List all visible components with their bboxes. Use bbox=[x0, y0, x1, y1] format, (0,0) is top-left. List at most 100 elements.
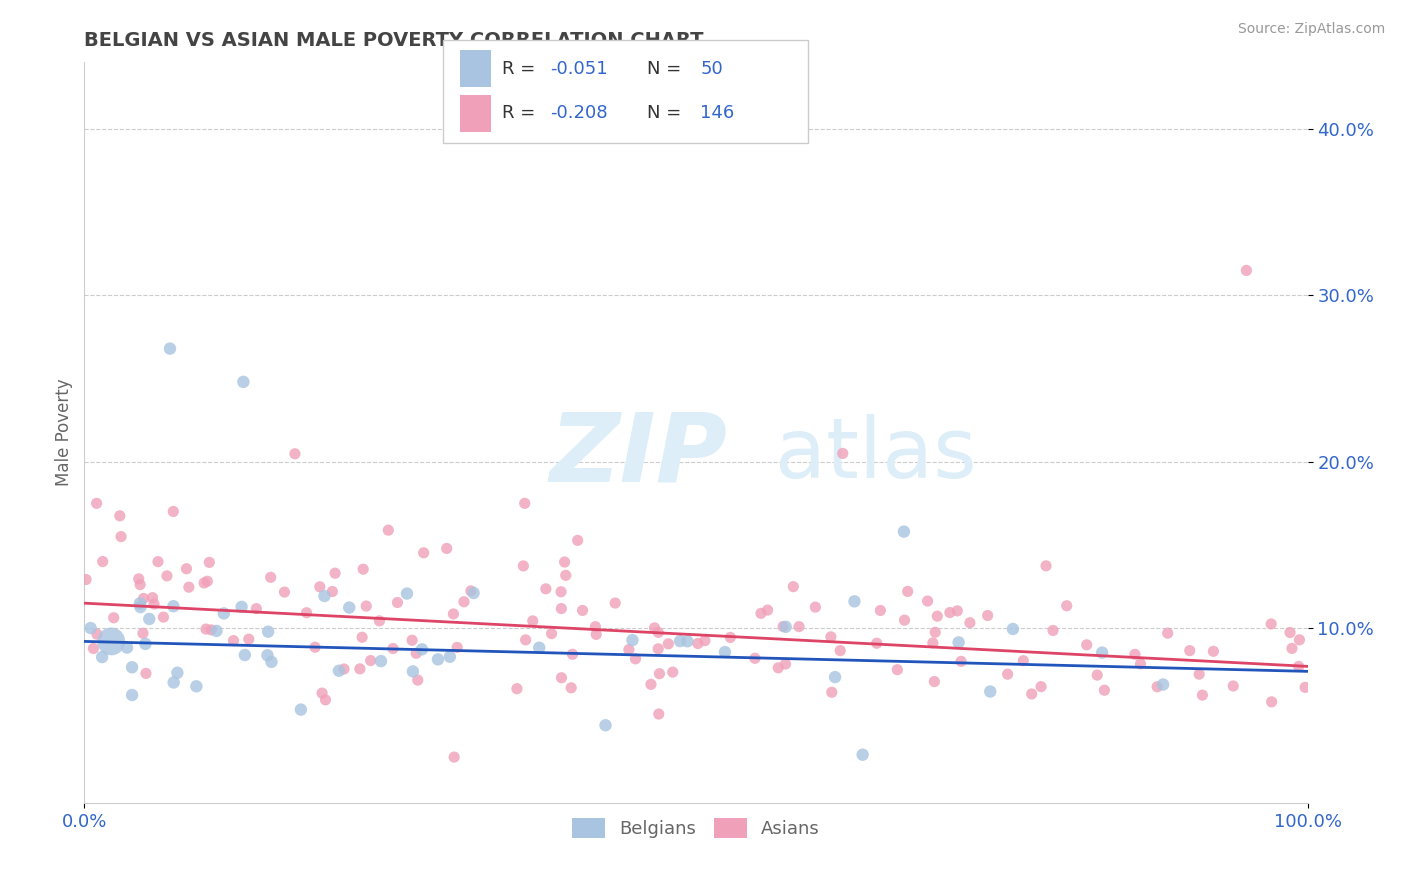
Point bbox=[852, 747, 875, 762]
Point bbox=[333, 662, 356, 676]
Point bbox=[830, 643, 852, 657]
Point bbox=[869, 603, 891, 617]
Point bbox=[950, 654, 973, 668]
Point bbox=[200, 623, 222, 637]
Point bbox=[360, 654, 382, 668]
Point bbox=[314, 589, 336, 603]
Point bbox=[1191, 688, 1213, 702]
Point bbox=[406, 673, 429, 687]
Point bbox=[661, 665, 683, 679]
Point bbox=[79, 621, 101, 635]
Point bbox=[256, 648, 278, 663]
Point bbox=[718, 631, 741, 645]
Point bbox=[997, 667, 1019, 681]
Point bbox=[1260, 695, 1282, 709]
Point bbox=[782, 580, 804, 594]
Point bbox=[231, 599, 253, 614]
Point bbox=[198, 555, 221, 569]
Point bbox=[554, 568, 576, 582]
Point bbox=[534, 582, 557, 596]
Point bbox=[979, 684, 1001, 698]
Point bbox=[886, 663, 908, 677]
Point bbox=[295, 606, 318, 620]
Point bbox=[443, 750, 465, 764]
Point bbox=[141, 591, 163, 605]
Text: N =: N = bbox=[647, 60, 686, 78]
Point bbox=[512, 558, 534, 573]
Point bbox=[772, 619, 794, 633]
Point bbox=[756, 603, 779, 617]
Point bbox=[1029, 680, 1052, 694]
Point bbox=[323, 566, 346, 581]
Point bbox=[1091, 646, 1114, 660]
Point bbox=[657, 637, 679, 651]
FancyBboxPatch shape bbox=[460, 50, 491, 87]
Point bbox=[411, 642, 433, 657]
Point bbox=[515, 632, 537, 647]
Point bbox=[714, 645, 737, 659]
Text: -0.208: -0.208 bbox=[550, 104, 607, 122]
Point bbox=[775, 657, 797, 671]
Point bbox=[595, 718, 617, 732]
Point bbox=[453, 595, 475, 609]
Text: -0.051: -0.051 bbox=[550, 60, 607, 78]
Text: N =: N = bbox=[647, 104, 686, 122]
Point bbox=[820, 630, 842, 644]
Point bbox=[446, 640, 468, 655]
Point bbox=[831, 446, 853, 460]
Point bbox=[550, 584, 572, 599]
Point bbox=[162, 599, 184, 614]
Point bbox=[121, 688, 143, 702]
Point bbox=[238, 632, 260, 647]
Point bbox=[1157, 626, 1180, 640]
Point bbox=[893, 613, 915, 627]
Point bbox=[463, 586, 485, 600]
Text: Source: ZipAtlas.com: Source: ZipAtlas.com bbox=[1237, 22, 1385, 37]
Point bbox=[946, 604, 969, 618]
Point bbox=[617, 642, 640, 657]
Text: R =: R = bbox=[502, 60, 541, 78]
Point bbox=[1092, 683, 1115, 698]
Point bbox=[506, 681, 529, 696]
Point bbox=[352, 630, 374, 644]
Point bbox=[132, 626, 155, 640]
Point bbox=[686, 636, 709, 650]
Point bbox=[1001, 622, 1024, 636]
Point bbox=[959, 615, 981, 630]
Point bbox=[177, 580, 200, 594]
Point bbox=[86, 627, 108, 641]
Point bbox=[693, 633, 716, 648]
Point bbox=[368, 614, 391, 628]
Point bbox=[132, 591, 155, 606]
Point bbox=[522, 614, 544, 628]
Point bbox=[257, 624, 280, 639]
Point bbox=[1056, 599, 1078, 613]
Point bbox=[426, 652, 449, 666]
Point bbox=[212, 607, 235, 621]
Point bbox=[128, 572, 150, 586]
Legend: Belgians, Asians: Belgians, Asians bbox=[565, 810, 827, 846]
Point bbox=[195, 622, 218, 636]
Point bbox=[75, 573, 97, 587]
Point bbox=[354, 599, 377, 613]
Point bbox=[644, 621, 666, 635]
Point bbox=[273, 585, 295, 599]
Point bbox=[195, 574, 218, 589]
Point bbox=[395, 586, 418, 600]
Point bbox=[1260, 616, 1282, 631]
Point bbox=[948, 635, 970, 649]
Point bbox=[583, 620, 606, 634]
Point bbox=[775, 620, 797, 634]
Point bbox=[387, 595, 409, 609]
Point bbox=[129, 596, 152, 610]
Point bbox=[108, 508, 131, 523]
Point bbox=[260, 655, 283, 669]
Point bbox=[232, 375, 254, 389]
Point bbox=[939, 606, 962, 620]
Point bbox=[1123, 648, 1146, 662]
Point bbox=[1021, 687, 1043, 701]
Text: 50: 50 bbox=[700, 60, 723, 78]
Point bbox=[1294, 681, 1316, 695]
Point bbox=[1146, 680, 1168, 694]
Point bbox=[91, 555, 114, 569]
